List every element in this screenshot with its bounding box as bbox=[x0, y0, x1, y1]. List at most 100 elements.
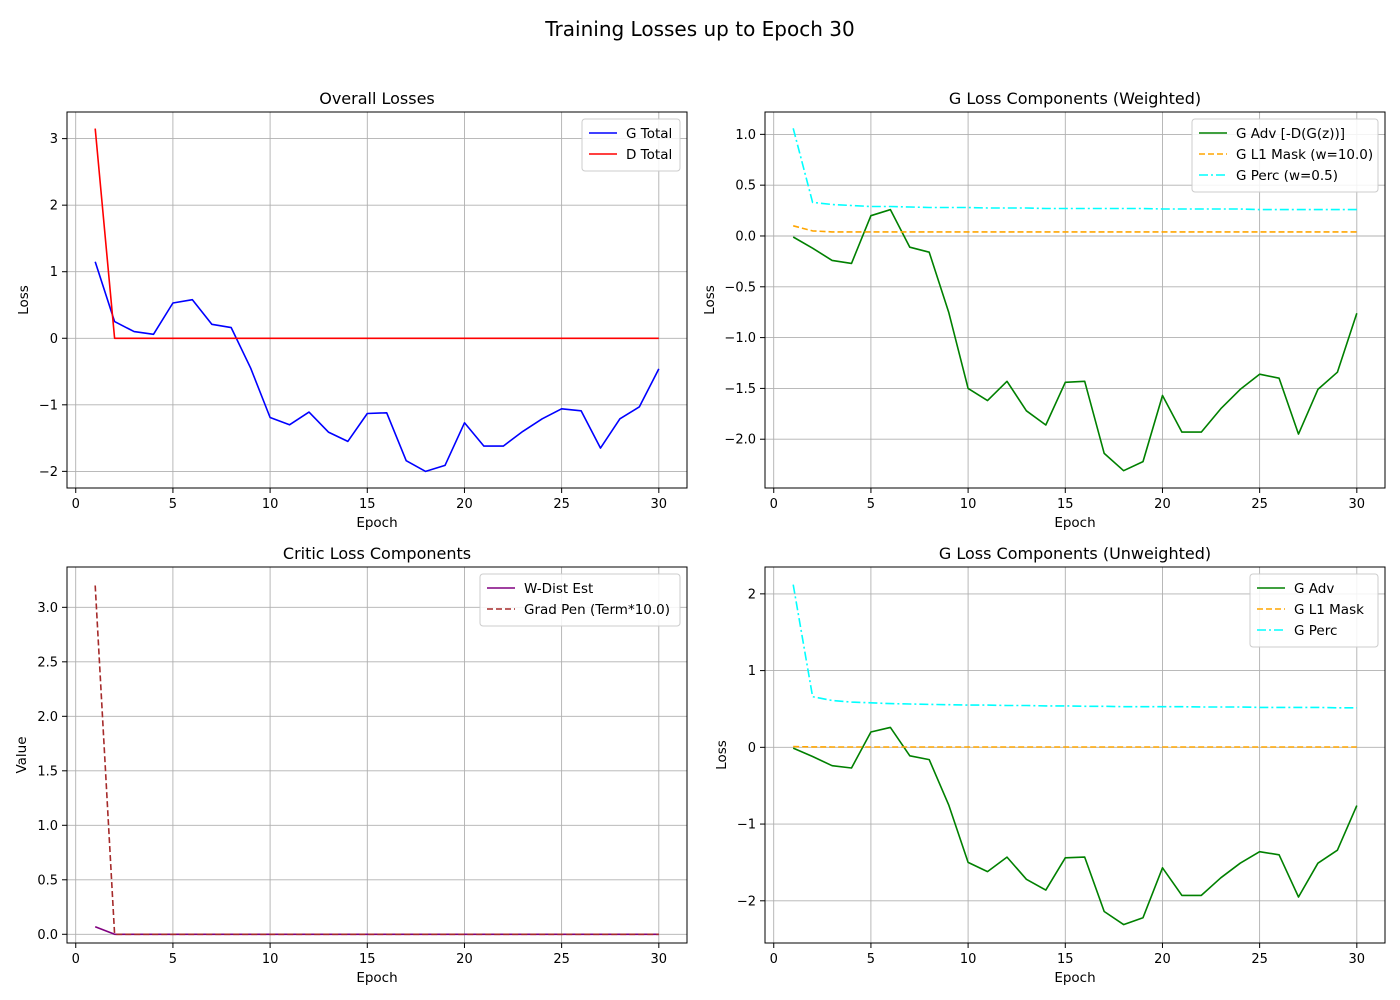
y-tick-label: 2.5 bbox=[37, 655, 58, 670]
legend-label-g-perc: G Perc bbox=[1294, 623, 1337, 639]
y-tick-label: −1.0 bbox=[724, 331, 756, 346]
x-tick-label: 0 bbox=[72, 497, 80, 512]
y-axis-label: Loss bbox=[16, 285, 32, 315]
x-tick-label: 5 bbox=[169, 497, 177, 512]
plot-area bbox=[792, 128, 1358, 472]
y-tick-label: −1 bbox=[737, 818, 756, 833]
legend: G Adv G L1 Mask G Perc bbox=[1249, 573, 1379, 648]
x-tick-label: 20 bbox=[456, 952, 473, 967]
x-tick-label: 25 bbox=[553, 952, 570, 967]
series-line-grad-pen-term-10-0 bbox=[94, 585, 659, 936]
legend-box bbox=[1191, 118, 1379, 193]
y-tick-label: 0 bbox=[748, 741, 756, 756]
y-tick-label: 2.0 bbox=[37, 710, 58, 725]
x-tick-label: 30 bbox=[651, 497, 668, 512]
legend-box bbox=[1249, 573, 1379, 648]
series-line-d-total bbox=[94, 128, 659, 340]
y-tick-label: 1 bbox=[748, 664, 756, 679]
y-tick-label: −2.0 bbox=[724, 433, 756, 448]
x-tick-label: 15 bbox=[1057, 952, 1074, 967]
series-line-g-perc-w-0-5 bbox=[792, 128, 1357, 211]
y-tick-label: 3.0 bbox=[37, 601, 58, 616]
y-tick-label: −1 bbox=[39, 398, 58, 413]
legend-label-g-l1-mask: G L1 Mask bbox=[1294, 602, 1364, 618]
x-axis-label: Epoch bbox=[356, 970, 397, 986]
series-line-g-perc bbox=[792, 584, 1357, 709]
y-tick-label: 2 bbox=[748, 587, 756, 602]
axes-frame bbox=[66, 111, 688, 489]
x-tick-label: 15 bbox=[1057, 497, 1074, 512]
y-tick-label: 1.0 bbox=[37, 819, 58, 834]
x-tick-label: 30 bbox=[651, 952, 668, 967]
x-tick-label: 15 bbox=[359, 952, 376, 967]
legend-label-g-total: G Total bbox=[626, 126, 672, 142]
x-tick-label: 15 bbox=[359, 497, 376, 512]
y-axis-label: Loss bbox=[714, 740, 730, 770]
y-tick-label: 0.5 bbox=[37, 873, 58, 888]
x-tick-label: 30 bbox=[1349, 497, 1366, 512]
x-tick-label: 20 bbox=[1154, 497, 1171, 512]
x-tick-label: 20 bbox=[456, 497, 473, 512]
x-tick-label: 0 bbox=[72, 952, 80, 967]
legend: W-Dist Est Grad Pen (Term*10.0) bbox=[479, 573, 681, 627]
y-tick-label: 2 bbox=[50, 199, 58, 214]
series-line-g-l1-mask-w-10-0 bbox=[792, 225, 1357, 233]
subplot-g-loss-unweighted: 0 5 10 15 20 25 30 −2 −1 0 1 2 G Loss Components (Un… bbox=[714, 544, 1386, 986]
y-tick-label: 3 bbox=[50, 132, 58, 147]
y-tick-label: 0 bbox=[50, 332, 58, 347]
y-tick-label: −0.5 bbox=[724, 280, 756, 295]
legend: G Adv [-D(G(z))] G L1 Mask (w=10.0) G Perc… bbox=[1191, 118, 1379, 193]
subplot-title: G Loss Components (Unweighted) bbox=[939, 544, 1211, 563]
y-tick-label: 1.5 bbox=[37, 764, 58, 779]
x-tick-label: 10 bbox=[960, 952, 977, 967]
subplot-title: Overall Losses bbox=[319, 89, 435, 108]
x-tick-label: 25 bbox=[1251, 952, 1268, 967]
legend-box bbox=[479, 573, 681, 627]
x-tick-label: 5 bbox=[867, 497, 875, 512]
y-tick-label: 1.0 bbox=[735, 128, 756, 143]
series-line-g-adv-d-g-z bbox=[792, 208, 1358, 472]
x-tick-label: 10 bbox=[262, 952, 279, 967]
legend-label-w-dist-est: W-Dist Est bbox=[524, 581, 593, 597]
plot-area bbox=[792, 584, 1358, 926]
subplot-title: G Loss Components (Weighted) bbox=[949, 89, 1201, 108]
legend-label-g-adv-d-g-z: G Adv [-D(G(z))] bbox=[1236, 126, 1345, 142]
x-tick-label: 0 bbox=[770, 497, 778, 512]
axes-frame bbox=[66, 566, 688, 944]
x-tick-label: 20 bbox=[1154, 952, 1171, 967]
plot-area bbox=[94, 128, 660, 473]
y-axis-label: Value bbox=[14, 736, 30, 773]
y-tick-label: 0.5 bbox=[735, 179, 756, 194]
y-tick-label: 0.0 bbox=[735, 229, 756, 244]
axes-frame bbox=[764, 111, 1386, 489]
y-tick-label: −2 bbox=[737, 894, 756, 909]
x-tick-label: 25 bbox=[1251, 497, 1268, 512]
y-tick-label: 1 bbox=[50, 265, 58, 280]
y-tick-label: −2 bbox=[39, 465, 58, 480]
subplot-g-loss-weighted: 0 5 10 15 20 25 30 −2.0 −1.5 −1.0 −0.5 0.0 0.5 1.0 G L… bbox=[702, 89, 1386, 531]
x-axis-label: Epoch bbox=[1054, 515, 1095, 531]
y-tick-label: −1.5 bbox=[724, 382, 756, 397]
x-axis-label: Epoch bbox=[1054, 970, 1095, 986]
legend-box bbox=[581, 118, 681, 172]
legend-label-g-perc-w-0-5: G Perc (w=0.5) bbox=[1236, 168, 1338, 184]
x-tick-label: 5 bbox=[867, 952, 875, 967]
plot-area bbox=[94, 585, 659, 936]
y-tick-label: 0.0 bbox=[37, 928, 58, 943]
x-tick-label: 10 bbox=[960, 497, 977, 512]
y-axis-label: Loss bbox=[702, 285, 718, 315]
legend-label-g-adv: G Adv bbox=[1294, 581, 1334, 597]
x-tick-label: 10 bbox=[262, 497, 279, 512]
axes-frame bbox=[764, 566, 1386, 944]
legend: G Total D Total bbox=[581, 118, 681, 172]
legend-label-g-l1-mask-w-10-0: G L1 Mask (w=10.0) bbox=[1236, 147, 1373, 163]
x-axis-label: Epoch bbox=[356, 515, 397, 531]
subplot-critic-loss: 0 5 10 15 20 25 30 0.0 0.5 1.0 1.5 2.0 2.5 3.0 Critic … bbox=[14, 544, 688, 986]
series-line-g-total bbox=[94, 261, 660, 473]
x-tick-label: 0 bbox=[770, 952, 778, 967]
legend-label-d-total: D Total bbox=[626, 147, 672, 163]
subplot-overall-losses: 0 5 10 15 20 25 30 −2 −1 0 1 2 3 Overall Losses Epoch L… bbox=[16, 89, 688, 531]
x-tick-label: 5 bbox=[169, 952, 177, 967]
